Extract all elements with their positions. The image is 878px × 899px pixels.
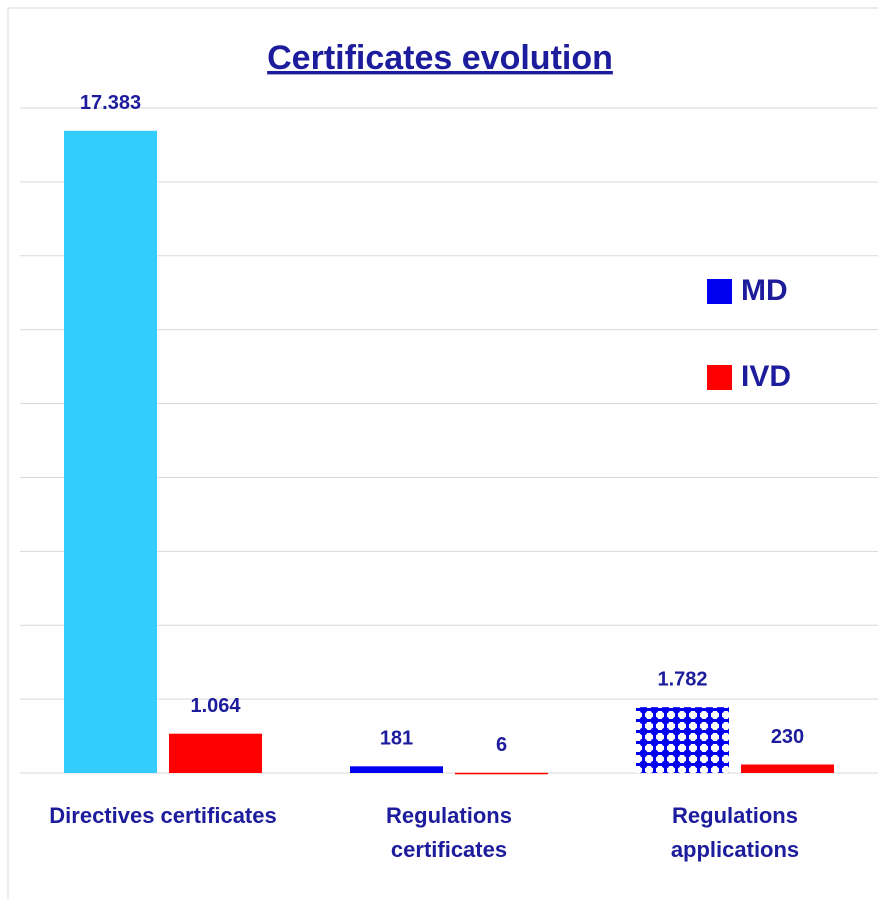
value-label: 230: [771, 726, 804, 748]
legend-label: IVD: [741, 360, 791, 393]
bar: [350, 766, 443, 773]
bar: [636, 707, 729, 773]
bar: [64, 130, 157, 773]
bar: [741, 764, 834, 773]
value-label: 1.782: [657, 668, 707, 690]
value-label: 17.383: [80, 92, 141, 114]
value-label: 1.064: [190, 695, 241, 717]
legend-swatch: [707, 279, 732, 304]
value-label: 6: [496, 734, 507, 756]
x-tick-label: Regulations applications: [670, 803, 800, 862]
legend-swatch: [707, 365, 732, 390]
chart-title: Certificates evolution: [267, 39, 613, 77]
value-label: 181: [380, 728, 413, 750]
x-tick-label: Directives certificates: [49, 803, 277, 828]
x-tick-label: Regulations certificates: [386, 803, 512, 862]
legend-label: MD: [741, 274, 788, 307]
chart-frame: [7, 7, 878, 899]
bar: [169, 733, 262, 773]
bar: [455, 772, 548, 775]
